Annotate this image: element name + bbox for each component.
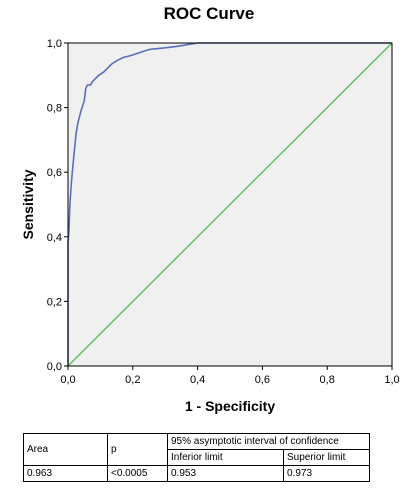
y-tick-label: 1,0 bbox=[47, 38, 62, 50]
stats-table: Area p 95% asymptotic interval of confid… bbox=[23, 433, 370, 482]
y-tick-label: 0,2 bbox=[47, 296, 62, 308]
header-p: p bbox=[107, 433, 168, 466]
y-tick-label: 0,0 bbox=[47, 361, 62, 373]
header-superior-limit: Superior limit bbox=[283, 449, 370, 466]
table-header-row: Area p 95% asymptotic interval of confid… bbox=[23, 433, 370, 466]
y-tick-label: 0,8 bbox=[47, 103, 62, 115]
y-tick-label: 0,6 bbox=[47, 167, 62, 179]
x-axis-label: 1 - Specificity bbox=[185, 398, 275, 414]
cell-inferior-limit: 0.953 bbox=[167, 465, 284, 482]
header-area: Area bbox=[23, 433, 108, 466]
x-tick-label: 0,8 bbox=[320, 374, 335, 386]
table-subheader-row: Inferior limit Superior limit bbox=[24, 449, 370, 466]
x-tick-label: 0,2 bbox=[125, 374, 140, 386]
table-row: 0.963 <0.0005 0.953 0.973 bbox=[23, 465, 370, 482]
plot-frame bbox=[67, 42, 393, 367]
x-tick-label: 0,6 bbox=[255, 374, 270, 386]
cell-p: <0.0005 bbox=[107, 465, 168, 482]
reference-line bbox=[67, 42, 393, 367]
cell-superior-limit: 0.973 bbox=[283, 465, 370, 482]
chart-title: ROC Curve bbox=[163, 4, 255, 23]
cell-area: 0.963 bbox=[23, 465, 108, 482]
y-axis-label: Sensitivity bbox=[20, 169, 36, 239]
header-ci-group: 95% asymptotic interval of confidence bbox=[167, 433, 370, 450]
x-tick-label: 1,0 bbox=[384, 374, 399, 386]
y-tick-label: 0,4 bbox=[47, 232, 62, 244]
x-tick-label: 0,0 bbox=[60, 374, 75, 386]
x-tick-label: 0,4 bbox=[190, 374, 205, 386]
roc-curve-line bbox=[67, 42, 392, 366]
header-inferior-limit: Inferior limit bbox=[167, 449, 284, 466]
roc-chart: 0,0 0,2 0,4 0,6 0,8 1,0 0,0 0,2 0,4 0,6 0,8 1,0 1 - … bbox=[20, 38, 400, 414]
